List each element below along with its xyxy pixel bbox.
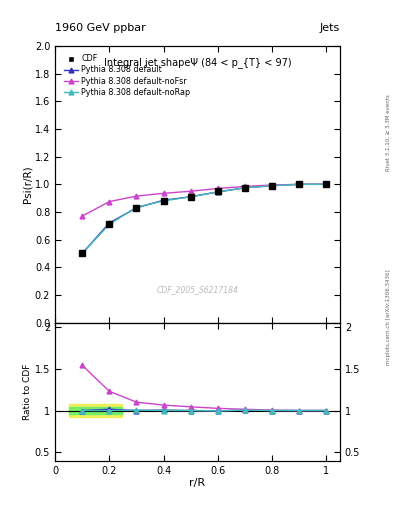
Y-axis label: Ratio to CDF: Ratio to CDF [23,364,32,420]
Y-axis label: Psi(r/R): Psi(r/R) [22,165,32,203]
Text: Rivet 3.1.10, ≥ 3.3M events: Rivet 3.1.10, ≥ 3.3M events [386,95,391,172]
Text: CDF_2005_S6217184: CDF_2005_S6217184 [156,285,239,294]
X-axis label: r/R: r/R [189,478,206,488]
Text: Integral jet shapeΨ (84 < p_{T} < 97): Integral jet shapeΨ (84 < p_{T} < 97) [104,57,291,68]
Legend: CDF, Pythia 8.308 default, Pythia 8.308 default-noFsr, Pythia 8.308 default-noRa: CDF, Pythia 8.308 default, Pythia 8.308 … [62,53,192,98]
Text: Jets: Jets [320,23,340,33]
Text: 1960 GeV ppbar: 1960 GeV ppbar [55,23,146,33]
Text: mcplots.cern.ch [arXiv:1306.3436]: mcplots.cern.ch [arXiv:1306.3436] [386,270,391,365]
